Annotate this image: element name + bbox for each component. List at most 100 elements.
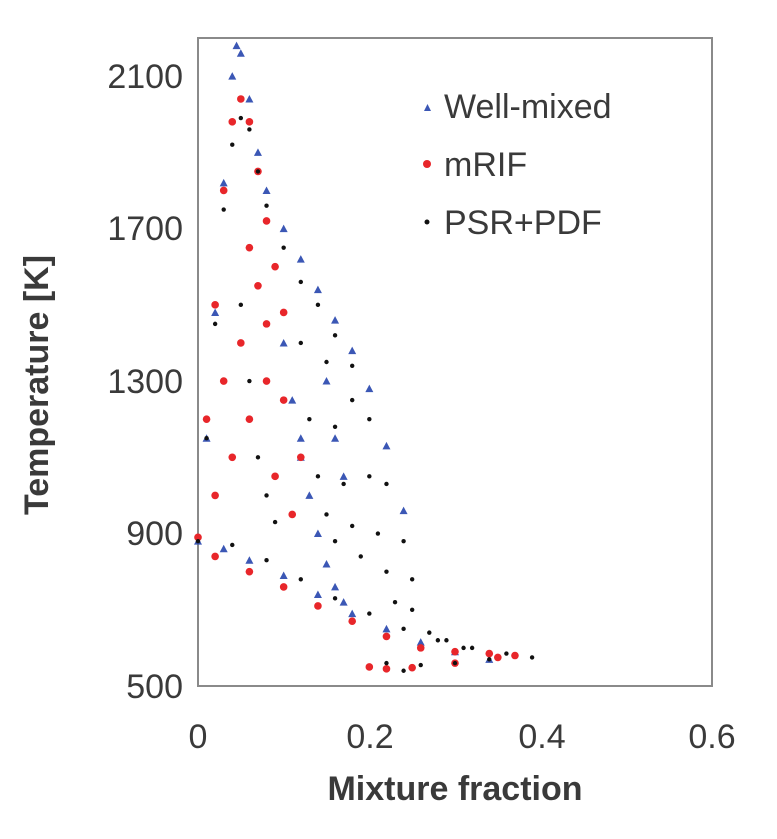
data-point-series-1-32 (485, 649, 494, 658)
data-point-series-1-34 (365, 663, 374, 671)
y-axis-title: Temperature [K] (18, 255, 56, 515)
data-point-series-2-27 (332, 538, 338, 544)
data-point-series-0-31 (331, 582, 340, 591)
data-point-series-2-11 (315, 302, 321, 308)
legend-label-well-mixed: Well-mixed (444, 88, 612, 126)
data-point-series-1-21 (297, 453, 305, 462)
data-point-series-1-5 (237, 95, 245, 103)
data-point-series-2-37 (392, 599, 398, 605)
data-point-series-0-15 (365, 384, 374, 393)
legend-marker-psr-pdf (424, 219, 430, 225)
data-point-series-2-3 (221, 207, 226, 212)
data-point-series-2-40 (298, 577, 303, 582)
data-point-series-2-9 (281, 245, 286, 250)
data-point-series-1-27 (314, 602, 322, 610)
legend-marker-well-mixed (424, 104, 431, 111)
data-point-series-0-13 (331, 316, 340, 324)
data-point-series-2-17 (409, 577, 415, 582)
data-point-series-2-29 (332, 424, 338, 429)
data-point-series-1-29 (382, 632, 391, 641)
data-point-series-0-30 (322, 560, 331, 568)
data-point-series-0-2 (211, 308, 220, 316)
data-points (194, 41, 535, 673)
data-point-series-0-36 (322, 377, 331, 385)
data-point-series-2-41 (332, 596, 338, 601)
data-point-series-0-21 (313, 590, 322, 599)
data-point-series-2-15 (384, 481, 389, 487)
data-point-series-0-34 (288, 396, 297, 404)
data-point-series-0-3 (219, 178, 228, 187)
y-tick-labels: 500 900 1300 1700 2100 (107, 58, 183, 706)
data-point-series-2-0 (195, 538, 201, 544)
data-point-series-1-35 (382, 665, 391, 673)
data-point-series-0-17 (399, 506, 408, 515)
data-point-series-1-6 (245, 118, 254, 126)
data-point-series-2-1 (204, 436, 209, 441)
data-point-series-0-32 (339, 598, 348, 606)
data-point-series-0-14 (348, 346, 357, 355)
data-point-series-1-38 (494, 653, 502, 662)
data-point-series-0-9 (262, 186, 271, 194)
data-point-series-1-9 (271, 262, 279, 271)
series-well-mixed (194, 41, 494, 663)
data-point-series-0-37 (331, 434, 340, 442)
x-tick-label-0.6: 0.6 (688, 718, 735, 756)
data-point-series-2-51 (461, 645, 466, 651)
data-point-series-2-34 (367, 474, 372, 479)
data-point-series-2-25 (315, 474, 321, 479)
data-point-series-1-33 (511, 651, 519, 660)
data-point-series-1-2 (211, 301, 219, 309)
data-point-series-1-20 (279, 396, 288, 404)
data-point-series-2-23 (298, 340, 303, 346)
data-point-series-2-45 (469, 645, 475, 651)
data-point-series-2-18 (238, 302, 244, 308)
data-point-series-0-7 (245, 94, 254, 103)
data-point-series-2-6 (247, 127, 252, 132)
y-tick-label-500: 500 (126, 668, 183, 706)
data-point-series-2-36 (384, 569, 389, 574)
data-point-series-0-12 (313, 285, 322, 294)
data-point-series-0-38 (339, 472, 348, 480)
series-mrif (194, 95, 519, 673)
data-point-series-0-22 (348, 609, 357, 618)
data-point-series-2-49 (427, 630, 432, 635)
data-point-series-2-38 (230, 542, 235, 548)
data-point-series-1-15 (237, 339, 245, 347)
data-point-series-2-53 (418, 662, 423, 668)
data-point-series-1-0 (194, 533, 202, 542)
data-point-series-0-20 (279, 571, 288, 579)
data-point-series-2-24 (307, 416, 312, 422)
data-point-series-2-20 (255, 455, 261, 460)
data-point-series-2-12 (332, 333, 338, 338)
data-point-series-2-28 (324, 359, 329, 365)
data-point-series-1-31 (451, 647, 459, 656)
data-point-series-2-22 (272, 519, 278, 525)
data-point-series-1-22 (271, 472, 279, 481)
data-point-series-2-21 (264, 493, 269, 498)
x-tick-label-0.2: 0.2 (346, 718, 393, 756)
data-point-series-1-28 (348, 617, 357, 625)
data-point-series-1-10 (279, 308, 288, 317)
y-tick-label-900: 900 (126, 515, 183, 553)
data-point-series-0-28 (305, 491, 314, 499)
series-psr-pdf (195, 115, 535, 673)
data-point-series-2-35 (375, 531, 381, 536)
data-point-series-0-4 (228, 72, 237, 80)
data-point-series-2-19 (247, 378, 252, 384)
data-point-series-1-16 (254, 281, 262, 290)
data-point-series-2-32 (358, 554, 363, 559)
data-point-series-2-31 (350, 523, 355, 529)
data-point-series-2-16 (401, 538, 406, 544)
legend-marker-mrif (423, 160, 431, 168)
legend-label-mrif: mRIF (444, 146, 527, 184)
data-point-series-2-26 (324, 512, 329, 517)
data-point-series-1-25 (245, 567, 254, 576)
x-axis-title: Mixture fraction (327, 770, 582, 808)
data-point-series-2-56 (401, 668, 406, 673)
data-point-series-1-30 (416, 644, 425, 652)
data-point-series-2-8 (264, 203, 269, 208)
data-point-series-0-10 (279, 224, 288, 233)
data-point-series-2-14 (367, 416, 372, 422)
data-point-series-1-26 (279, 583, 288, 591)
data-point-series-1-3 (219, 186, 228, 195)
